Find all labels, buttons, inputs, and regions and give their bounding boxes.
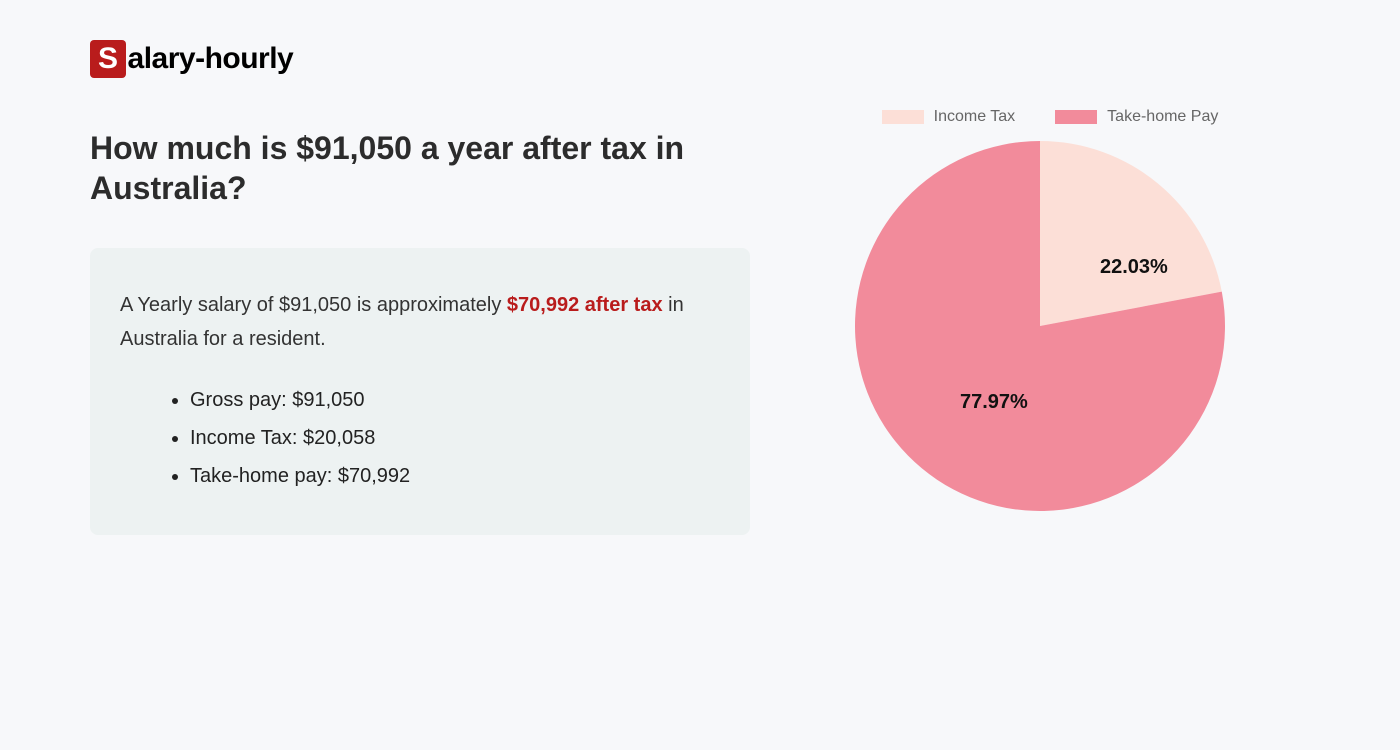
summary-highlight: $70,992 after tax <box>507 294 663 316</box>
logo-text: alary-hourly <box>128 42 294 76</box>
legend-label-tax: Income Tax <box>934 108 1016 126</box>
main-row: How much is $91,050 a year after tax in … <box>90 128 1310 535</box>
legend-swatch-tax <box>882 110 924 124</box>
pie-chart: 22.03% 77.97% <box>855 141 1225 511</box>
pie-label-tax: 22.03% <box>1100 256 1168 279</box>
legend-label-takehome: Take-home Pay <box>1107 108 1218 126</box>
summary-bullets: Gross pay: $91,050 Income Tax: $20,058 T… <box>120 381 720 495</box>
left-column: How much is $91,050 a year after tax in … <box>90 128 750 535</box>
summary-pre: A Yearly salary of $91,050 is approximat… <box>120 294 507 316</box>
site-logo: Salary-hourly <box>90 40 1310 78</box>
logo-badge: S <box>90 40 126 78</box>
bullet-takehome: Take-home pay: $70,992 <box>190 457 720 495</box>
legend-item-tax: Income Tax <box>882 108 1016 126</box>
bullet-tax: Income Tax: $20,058 <box>190 419 720 457</box>
summary-text: A Yearly salary of $91,050 is approximat… <box>120 288 720 356</box>
summary-box: A Yearly salary of $91,050 is approximat… <box>90 248 750 535</box>
chart-column: Income Tax Take-home Pay 22.03% 77.97% <box>830 108 1250 535</box>
chart-legend: Income Tax Take-home Pay <box>882 108 1219 126</box>
legend-swatch-takehome <box>1055 110 1097 124</box>
page-heading: How much is $91,050 a year after tax in … <box>90 128 750 208</box>
legend-item-takehome: Take-home Pay <box>1055 108 1218 126</box>
bullet-gross: Gross pay: $91,050 <box>190 381 720 419</box>
page-container: Salary-hourly How much is $91,050 a year… <box>0 0 1400 575</box>
pie-svg <box>855 141 1225 511</box>
pie-label-takehome: 77.97% <box>960 391 1028 414</box>
